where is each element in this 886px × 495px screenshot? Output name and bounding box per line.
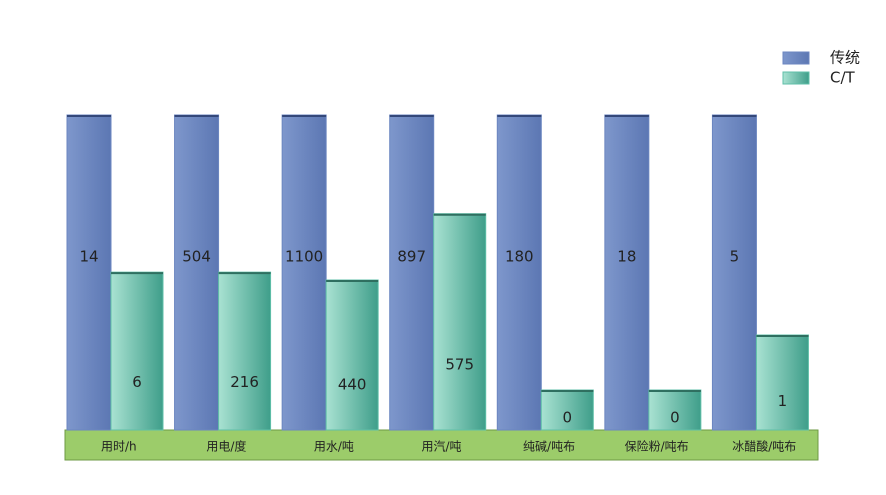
value-label: 18	[617, 247, 636, 265]
legend-swatch	[782, 71, 810, 85]
bar	[389, 114, 435, 431]
bar	[433, 213, 487, 431]
bar	[110, 271, 164, 431]
value-label: 1	[778, 392, 788, 410]
bar	[174, 114, 220, 431]
bar	[604, 114, 650, 431]
value-label: 440	[338, 376, 367, 394]
bar	[711, 114, 757, 431]
x-tick-label: 用时/h	[101, 440, 137, 454]
value-label: 575	[445, 356, 474, 374]
value-label: 6	[132, 373, 142, 391]
value-label: 0	[563, 409, 573, 427]
bar	[648, 389, 702, 431]
value-label: 504	[182, 247, 211, 265]
bar	[540, 389, 594, 431]
value-label: 0	[670, 409, 680, 427]
legend-label: C/T	[830, 69, 856, 87]
bar	[66, 114, 112, 431]
bar	[755, 334, 809, 431]
x-tick-label: 用水/吨	[314, 440, 354, 454]
x-tick-label: 纯碱/吨布	[523, 440, 575, 454]
x-tick-label: 冰醋酸/吨布	[732, 439, 796, 454]
bar	[325, 279, 379, 431]
value-label: 5	[730, 247, 740, 265]
legend-label: 传统	[830, 49, 860, 67]
value-label: 14	[79, 247, 98, 265]
bar	[281, 114, 327, 431]
x-tick-label: 用电/度	[206, 439, 246, 454]
value-label: 216	[230, 373, 259, 391]
x-tick-label: 保险粉/吨布	[625, 439, 689, 454]
legend-swatch	[782, 51, 810, 65]
value-label: 1100	[285, 247, 323, 265]
value-label: 897	[397, 247, 426, 265]
bar	[218, 271, 272, 431]
bar	[496, 114, 542, 431]
category-strip	[64, 429, 819, 461]
value-label: 180	[505, 247, 534, 265]
x-tick-label: 用汽/吨	[421, 439, 461, 454]
